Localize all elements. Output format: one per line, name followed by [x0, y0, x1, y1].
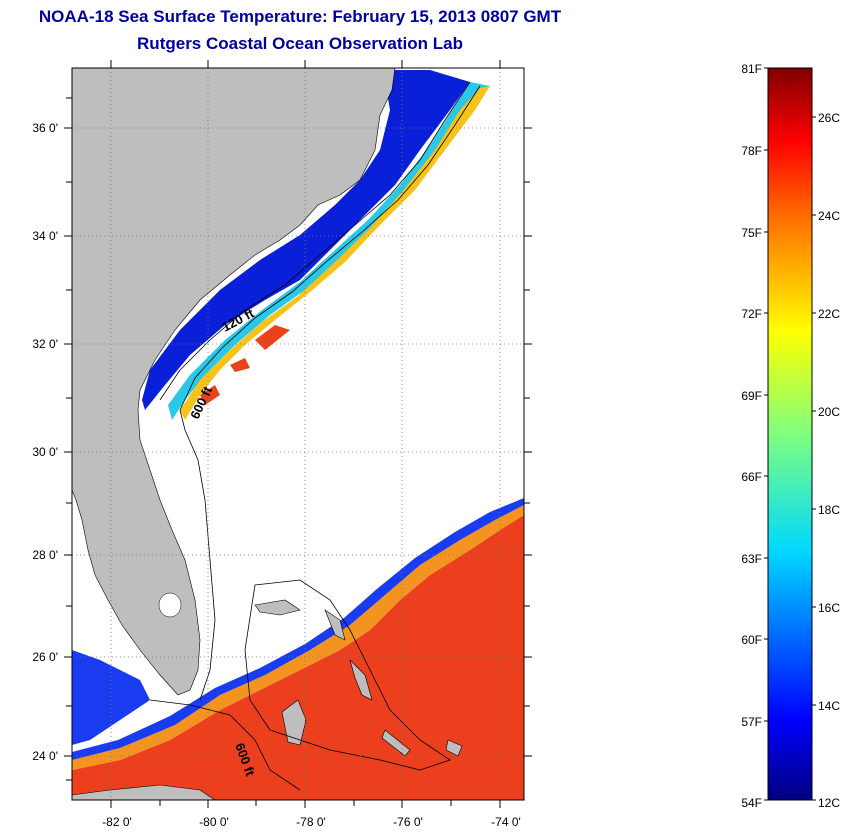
gulf-stream-hot — [200, 325, 290, 405]
temperature-colorbar: 81F 78F 75F 72F 69F 66F 63F 60F 57F 54F … — [741, 62, 840, 810]
colorbar-f-label: 81F — [741, 62, 762, 76]
graticule-grid — [72, 68, 524, 800]
southern-warm-water — [72, 515, 524, 800]
land-us-mainland — [72, 68, 396, 696]
contour-120ft — [159, 81, 471, 401]
lake-okeechobee — [158, 592, 182, 618]
colorbar-c-label: 26C — [818, 111, 840, 125]
colorbar-gradient — [767, 67, 813, 801]
lat-label: 28 0' — [32, 548, 58, 562]
lat-label: 34 0' — [32, 229, 58, 243]
colorbar-f-label: 60F — [741, 633, 762, 647]
map-subtitle: Rutgers Coastal Ocean Observation Lab — [137, 34, 463, 53]
lon-label: -76 0' — [393, 815, 423, 829]
land-bahamas-eleuthera — [349, 658, 373, 701]
longitude-ticks — [110, 60, 501, 808]
colorbar-c-label: 24C — [818, 209, 840, 223]
colorbar-c-label: 22C — [818, 307, 840, 321]
lat-label: 32 0' — [32, 337, 58, 351]
colorbar-f-label: 66F — [741, 470, 762, 484]
lat-label: 26 0' — [32, 650, 58, 664]
colorbar-f-label: 72F — [741, 307, 762, 321]
lat-label: 36 0' — [32, 121, 58, 135]
cold-shelf-water — [142, 70, 470, 410]
land-bahamas-andros — [281, 699, 307, 746]
map-frame — [71, 67, 525, 801]
colorbar-c-label: 20C — [818, 405, 840, 419]
land-bahamas-east — [445, 739, 463, 757]
lon-label: -78 0' — [296, 815, 326, 829]
florida-gulf-coastal-cool — [72, 650, 150, 745]
colorbar-c-label: 14C — [818, 699, 840, 713]
colorbar-c-label: 16C — [818, 601, 840, 615]
map-plot-area: 120 ft 600 ft 600 ft — [72, 68, 524, 800]
lat-label: 24 0' — [32, 749, 58, 763]
southern-warm-edge — [72, 505, 524, 770]
lon-label: -80 0' — [199, 815, 229, 829]
colorbar-f-label: 78F — [741, 144, 762, 158]
latitude-ticks — [64, 97, 532, 781]
lon-label: -82 0' — [102, 815, 132, 829]
colorbar-c-label: 12C — [818, 796, 840, 810]
contour-florida-straits — [149, 699, 301, 791]
colorbar-ticks — [764, 67, 816, 801]
colorbar-f-label: 54F — [741, 796, 762, 810]
colorbar-f-label: 63F — [741, 552, 762, 566]
land-cuba — [72, 784, 216, 800]
colorbar-f-label: 69F — [741, 389, 762, 403]
contour-bahamas — [244, 579, 451, 771]
land-bahamas-grand — [254, 599, 301, 616]
lat-label: 30 0' — [32, 445, 58, 459]
lon-label: -74 0' — [491, 815, 521, 829]
colorbar-c-label: 18C — [818, 503, 840, 517]
colorbar-f-label: 57F — [741, 715, 762, 729]
map-title: NOAA-18 Sea Surface Temperature: Februar… — [38, 7, 562, 26]
contour-600ft — [179, 85, 481, 701]
colorbar-f-label: 75F — [741, 226, 762, 240]
land-bahamas-abaco — [324, 609, 346, 641]
southern-cool-fringe — [72, 498, 524, 760]
